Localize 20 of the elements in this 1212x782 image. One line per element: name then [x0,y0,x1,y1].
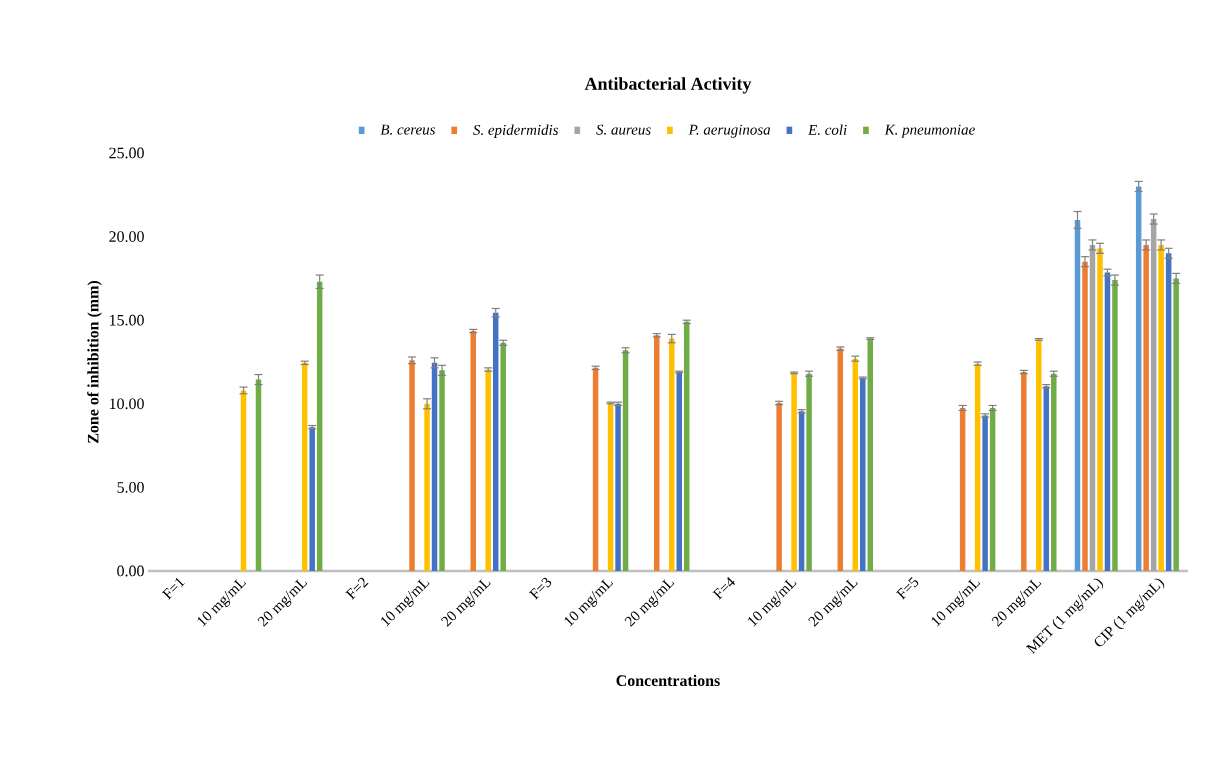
y-tick-label: 5.00 [117,481,144,493]
x-tick-label: F=2 [345,577,369,600]
legend-label: E. coli [807,124,847,135]
y-tick-label: 15.00 [110,314,144,326]
x-tick-label: F=1 [161,578,185,600]
y-tick-label: 0.00 [117,565,144,577]
x-tick-label: F=4 [712,577,736,600]
x-tick-label: F=3 [528,577,552,600]
y-axis-title: Zone of inhibition (mm) [87,280,102,443]
y-tick-label: 20.00 [109,231,144,242]
x-axis-title: Concentrations [616,674,720,687]
x-tick-label: F=5 [895,576,919,600]
y-tick-label: 10.00 [110,398,144,410]
legend-label: B. cereus [380,124,436,135]
legend-label: S. epidermidis [473,124,559,138]
legend-label: P. aeruginosa [688,124,771,138]
y-tick-label: 25.00 [109,147,144,159]
legend-label: S. aureus [596,124,651,135]
legend-label: K. pneumoniae [884,124,975,138]
chart-title: Antibacterial Activity [584,77,752,94]
